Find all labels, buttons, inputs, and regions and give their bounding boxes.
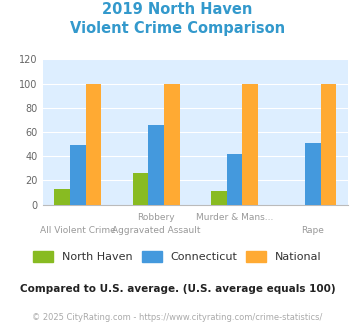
Text: Violent Crime Comparison: Violent Crime Comparison <box>70 21 285 36</box>
Text: Murder & Mans...: Murder & Mans... <box>196 213 273 222</box>
Text: 2019 North Haven: 2019 North Haven <box>102 2 253 16</box>
Bar <box>211 191 226 205</box>
Bar <box>321 83 336 205</box>
Bar <box>70 145 86 205</box>
Text: Aggravated Assault: Aggravated Assault <box>112 226 200 235</box>
Text: Robbery: Robbery <box>137 213 175 222</box>
Bar <box>226 154 242 205</box>
Legend: North Haven, Connecticut, National: North Haven, Connecticut, National <box>29 247 326 266</box>
Bar <box>86 83 101 205</box>
Text: All Violent Crime: All Violent Crime <box>40 226 116 235</box>
Bar <box>133 173 148 205</box>
Bar <box>54 189 70 205</box>
Text: © 2025 CityRating.com - https://www.cityrating.com/crime-statistics/: © 2025 CityRating.com - https://www.city… <box>32 314 323 322</box>
Bar <box>305 143 321 205</box>
Bar <box>242 83 258 205</box>
Bar <box>164 83 180 205</box>
Text: Rape: Rape <box>301 226 324 235</box>
Bar <box>148 125 164 205</box>
Text: Compared to U.S. average. (U.S. average equals 100): Compared to U.S. average. (U.S. average … <box>20 284 335 294</box>
